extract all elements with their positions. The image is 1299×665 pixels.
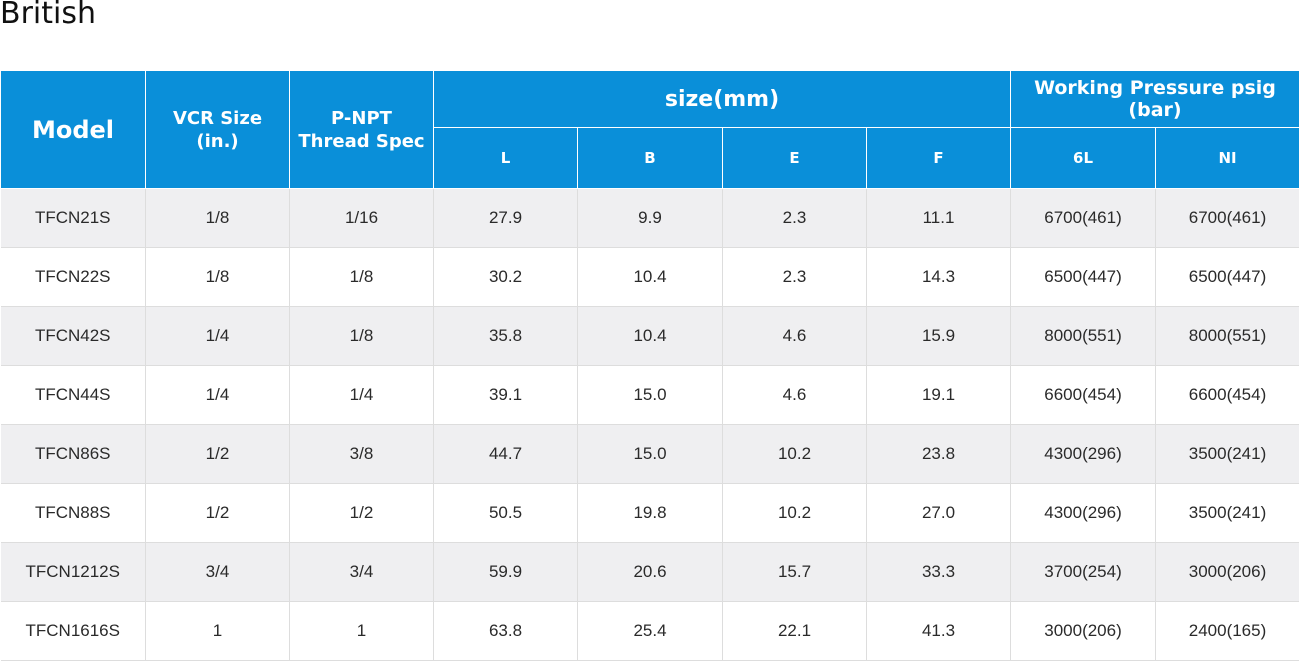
cell-f: 11.1	[865, 188, 1012, 248]
table-row: TFCN22S 1/8 1/8 30.2 10.4 2.3 14.3 6500(447) 650…	[0, 247, 1299, 307]
cell-pressure-6l: 3000(206)	[1010, 601, 1157, 661]
cell-thread-spec: 1/16	[289, 188, 434, 248]
cell-pressure-ni: 3500(241)	[1155, 483, 1299, 543]
cell-thread-spec: 1/2	[289, 483, 434, 543]
table-row: TFCN1616S 1 1 63.8 25.4 22.1 41.3 3000(206) 2400…	[0, 601, 1299, 661]
cell-pressure-6l: 4300(296)	[1010, 424, 1157, 484]
cell-model: TFCN21S	[0, 188, 146, 248]
cell-pressure-6l: 6500(447)	[1010, 247, 1157, 307]
header-vcr-size-line1: VCR Size	[172, 107, 263, 129]
cell-b: 10.4	[577, 306, 723, 366]
cell-vcr-size: 1/2	[145, 424, 290, 484]
cell-b: 9.9	[577, 188, 723, 248]
cell-l: 63.8	[433, 601, 578, 661]
cell-pressure-6l: 6700(461)	[1010, 188, 1157, 248]
cell-b: 15.0	[577, 424, 723, 484]
cell-vcr-size: 1	[145, 601, 290, 661]
cell-pressure-6l: 4300(296)	[1010, 483, 1157, 543]
header-thread-spec: P-NPT Thread Spec	[289, 70, 434, 189]
cell-f: 23.8	[865, 424, 1012, 484]
cell-pressure-ni: 3500(241)	[1155, 424, 1299, 484]
cell-b: 19.8	[577, 483, 723, 543]
table-row: TFCN88S 1/2 1/2 50.5 19.8 10.2 27.0 4300(296) 35…	[0, 483, 1299, 543]
table-body: TFCN21S 1/8 1/16 27.9 9.9 2.3 11.1 6700(461) 670…	[0, 188, 1299, 661]
cell-e: 10.2	[722, 483, 867, 543]
header-thread-spec-line2: Thread Spec	[298, 130, 425, 152]
cell-pressure-6l: 3700(254)	[1010, 542, 1157, 602]
header-model: Model	[0, 70, 146, 189]
cell-l: 44.7	[433, 424, 578, 484]
page-title: British	[0, 0, 96, 31]
cell-pressure-ni: 3000(206)	[1155, 542, 1299, 602]
cell-model: TFCN22S	[0, 247, 146, 307]
header-vcr-size-line2: (in.)	[196, 130, 239, 152]
cell-vcr-size: 1/8	[145, 188, 290, 248]
cell-l: 59.9	[433, 542, 578, 602]
table-row: TFCN86S 1/2 3/8 44.7 15.0 10.2 23.8 4300(296) 35…	[0, 424, 1299, 484]
header-thread-spec-line1: P-NPT	[331, 107, 392, 129]
cell-model: TFCN86S	[0, 424, 146, 484]
header-size-group: size(mm)	[432, 70, 1012, 128]
header-e: E	[722, 127, 867, 189]
table-row: TFCN21S 1/8 1/16 27.9 9.9 2.3 11.1 6700(461) 670…	[0, 188, 1299, 248]
header-f: F	[865, 127, 1012, 189]
cell-vcr-size: 3/4	[145, 542, 290, 602]
cell-e: 2.3	[722, 247, 867, 307]
header-b: B	[577, 127, 723, 189]
cell-f: 27.0	[865, 483, 1012, 543]
cell-pressure-ni: 6600(454)	[1155, 365, 1299, 425]
cell-b: 15.0	[577, 365, 723, 425]
cell-pressure-ni: 8000(551)	[1155, 306, 1299, 366]
cell-l: 39.1	[433, 365, 578, 425]
cell-thread-spec: 1/8	[289, 247, 434, 307]
cell-thread-spec: 1/4	[289, 365, 434, 425]
cell-e: 10.2	[722, 424, 867, 484]
cell-model: TFCN42S	[0, 306, 146, 366]
cell-l: 35.8	[433, 306, 578, 366]
cell-thread-spec: 1/8	[289, 306, 434, 366]
header-6l: 6L	[1010, 127, 1157, 189]
cell-f: 33.3	[865, 542, 1012, 602]
header-l: L	[433, 127, 578, 189]
table-row: TFCN1212S 3/4 3/4 59.9 20.6 15.7 33.3 3700(254)…	[0, 542, 1299, 602]
header-vcr-size: VCR Size (in.)	[145, 70, 290, 189]
cell-b: 10.4	[577, 247, 723, 307]
cell-vcr-size: 1/8	[145, 247, 290, 307]
cell-model: TFCN44S	[0, 365, 146, 425]
header-ni: NI	[1155, 127, 1299, 189]
cell-thread-spec: 3/8	[289, 424, 434, 484]
header-pressure-group: Working Pressure psig (bar)	[1010, 70, 1299, 128]
cell-f: 14.3	[865, 247, 1012, 307]
cell-thread-spec: 3/4	[289, 542, 434, 602]
cell-pressure-6l: 8000(551)	[1010, 306, 1157, 366]
cell-e: 22.1	[722, 601, 867, 661]
table-row: TFCN44S 1/4 1/4 39.1 15.0 4.6 19.1 6600(454) 660…	[0, 365, 1299, 425]
cell-model: TFCN88S	[0, 483, 146, 543]
cell-f: 41.3	[865, 601, 1012, 661]
cell-e: 4.6	[722, 365, 867, 425]
cell-model: TFCN1212S	[0, 542, 146, 602]
cell-f: 15.9	[865, 306, 1012, 366]
cell-f: 19.1	[865, 365, 1012, 425]
cell-b: 20.6	[577, 542, 723, 602]
table-row: TFCN42S 1/4 1/8 35.8 10.4 4.6 15.9 8000(551) 800…	[0, 306, 1299, 366]
cell-pressure-6l: 6600(454)	[1010, 365, 1157, 425]
cell-pressure-ni: 6500(447)	[1155, 247, 1299, 307]
cell-e: 4.6	[722, 306, 867, 366]
cell-pressure-ni: 6700(461)	[1155, 188, 1299, 248]
cell-e: 15.7	[722, 542, 867, 602]
cell-l: 27.9	[433, 188, 578, 248]
cell-vcr-size: 1/4	[145, 306, 290, 366]
cell-thread-spec: 1	[289, 601, 434, 661]
cell-l: 50.5	[433, 483, 578, 543]
cell-b: 25.4	[577, 601, 723, 661]
cell-vcr-size: 1/4	[145, 365, 290, 425]
spec-table: Model VCR Size (in.) P-NPT Thread Spec s…	[0, 70, 1299, 661]
cell-model: TFCN1616S	[0, 601, 146, 661]
cell-vcr-size: 1/2	[145, 483, 290, 543]
cell-e: 2.3	[722, 188, 867, 248]
cell-l: 30.2	[433, 247, 578, 307]
cell-pressure-ni: 2400(165)	[1155, 601, 1299, 661]
